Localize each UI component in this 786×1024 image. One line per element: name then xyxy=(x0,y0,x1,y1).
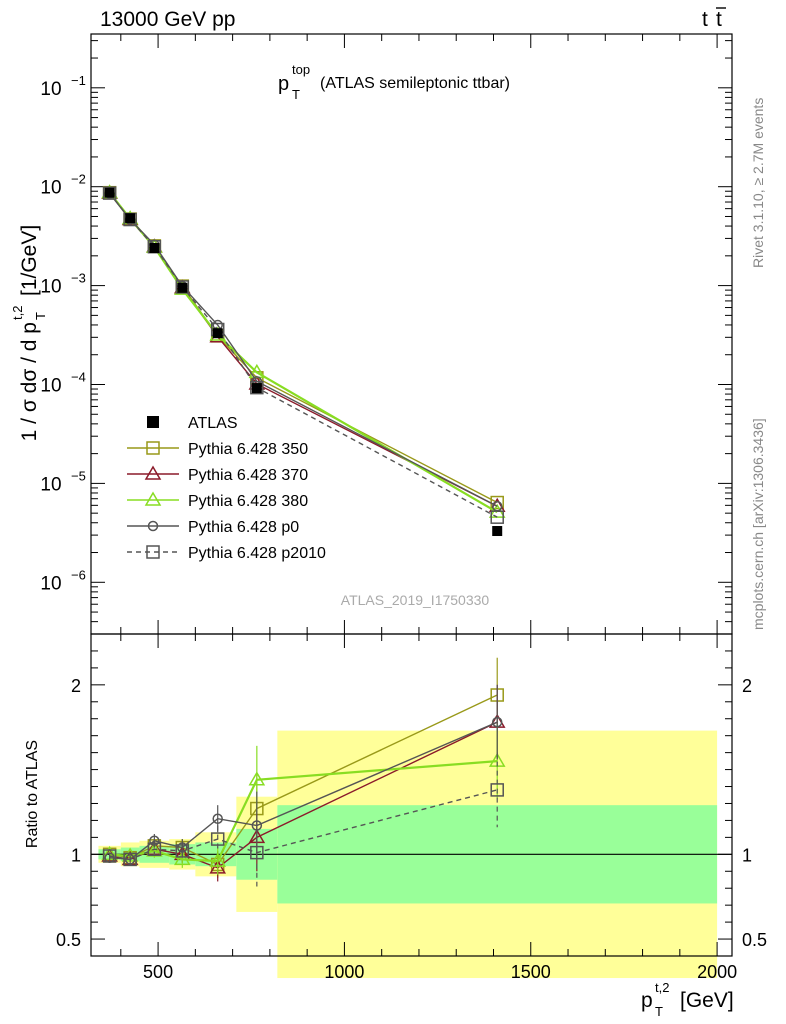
series-p2010-ratio xyxy=(102,752,504,887)
xlabel-unit: [GeV] xyxy=(680,989,734,1012)
xlabel-p: p xyxy=(641,989,653,1012)
data-point xyxy=(104,187,115,198)
ylabel-sub: T xyxy=(33,312,48,320)
point-p2010 xyxy=(102,186,117,200)
main-ylabel: 1 / σ dσ / d p t,2 T [1/GeV] xyxy=(10,225,48,442)
legend-marker xyxy=(147,416,159,428)
plot-title: p top T (ATLAS semileptonic ttbar) xyxy=(278,62,510,102)
ratio-point-p2010 xyxy=(102,849,117,863)
legend-label: Pythia 6.428 p2010 xyxy=(188,545,326,562)
title-p: p xyxy=(278,73,289,95)
data-point xyxy=(251,383,262,394)
atlas-data xyxy=(104,187,503,537)
main-ytick-label: 10 xyxy=(40,375,61,396)
legend: ATLAS Pythia 6.428 350 Pythia 6.428 370 Pyt… xyxy=(127,415,326,562)
point-p2010 xyxy=(175,280,190,294)
main-ytick-exponent: −1 xyxy=(71,73,86,88)
data-point xyxy=(492,526,503,537)
ratio-point-p2010 xyxy=(147,842,162,856)
ratio-ytick-label-right: 1 xyxy=(742,845,752,865)
main-ytick-exponent: −2 xyxy=(71,172,86,187)
main-ytick-label: 10 xyxy=(40,178,61,199)
ratio-point-p2010 xyxy=(175,844,190,858)
ratio-point-p380 xyxy=(248,771,266,786)
title-sup: top xyxy=(292,62,310,77)
ratio-ytick-label-left: 1 xyxy=(71,845,81,865)
process-label: t t xyxy=(702,7,726,31)
energy-label: 13000 GeV pp xyxy=(100,8,235,31)
data-point xyxy=(125,213,136,224)
legend-label: Pythia 6.428 p0 xyxy=(188,519,299,536)
data-point xyxy=(212,328,223,339)
ylabel-sup: t,2 xyxy=(10,306,25,320)
ratio-ytick-label-right: 2 xyxy=(742,676,752,696)
process-label-tbar: t xyxy=(716,8,722,31)
main-ytick-label: 10 xyxy=(40,79,61,100)
legend-marker xyxy=(144,465,162,480)
analysis-watermark: ATLAS_2019_I1750330 xyxy=(341,592,490,608)
main-ytick-exponent: −3 xyxy=(71,271,86,286)
legend-label: Pythia 6.428 370 xyxy=(188,467,308,484)
title-sub: T xyxy=(292,87,300,102)
data-point xyxy=(149,242,160,253)
xlabel-sub: T xyxy=(655,1004,663,1019)
ratio-point-p2010 xyxy=(210,832,225,846)
main-ytick-label: 10 xyxy=(40,277,61,298)
ratio-point-p380 xyxy=(209,852,227,867)
main-ytick-label: 10 xyxy=(40,474,61,495)
series-line-p0 xyxy=(109,193,498,507)
series-line-p380 xyxy=(108,192,498,514)
legend-label: Pythia 6.428 350 xyxy=(188,441,308,458)
main-ytick-label: 10 xyxy=(40,573,61,594)
data-point xyxy=(177,282,188,293)
main-ytick-exponent: −4 xyxy=(71,369,86,384)
xlabel-sup: t,2 xyxy=(655,980,669,995)
ratio-ytick-label-right: 0.5 xyxy=(742,930,767,950)
legend-marker xyxy=(147,520,159,532)
ratio-frame xyxy=(90,633,733,957)
process-label-t: t xyxy=(702,8,708,31)
legend-label: Pythia 6.428 380 xyxy=(188,493,308,510)
ratio-point-p0 xyxy=(124,854,136,865)
point-p2010 xyxy=(490,510,504,524)
title-rest: (ATLAS semileptonic ttbar) xyxy=(320,75,510,92)
ylabel-prefix: 1 / σ dσ / d p xyxy=(18,322,41,441)
ratio-point-p2010 xyxy=(250,845,264,860)
x-tick-label: 1500 xyxy=(511,962,551,982)
rivet-label: Rivet 3.1.10, ≥ 2.7M events xyxy=(750,98,766,268)
ratio-ytick-label-left: 2 xyxy=(71,676,81,696)
x-tick-label: 2000 xyxy=(697,962,737,982)
ratio-point-p380 xyxy=(173,850,191,866)
point-p2010 xyxy=(250,380,264,395)
legend-marker xyxy=(144,491,162,506)
legend-label: ATLAS xyxy=(188,415,238,432)
ratio-point-p2010 xyxy=(123,852,137,867)
ratio-ytick-label-left: 0.5 xyxy=(56,930,81,950)
ratio-point-p2010 xyxy=(490,783,504,797)
ratio-point-p0 xyxy=(212,813,223,824)
x-axis-label: p t,2 T [GeV] xyxy=(641,980,734,1019)
series-p350-main xyxy=(102,185,504,510)
x-tick-label: 1000 xyxy=(324,962,364,982)
ylabel-unit: [1/GeV] xyxy=(18,225,41,296)
main-ytick-exponent: −5 xyxy=(71,468,86,483)
legend-marker xyxy=(146,441,160,455)
ratio-point-p0 xyxy=(491,716,503,728)
ratio-ylabel: Ratio to ATLAS xyxy=(24,740,41,848)
main-panel: 10 −6 10 −5 10 −4 10 −3 10 −2 10 −1 xyxy=(40,33,733,635)
x-tick-label: 500 xyxy=(143,962,173,982)
series-p370-main xyxy=(101,184,506,512)
mcplots-label: mcplots.cern.ch [arXiv:1306.3436] xyxy=(750,418,766,630)
main-ytick-exponent: −6 xyxy=(71,567,86,582)
series-line-p370 xyxy=(109,192,498,507)
main-frame xyxy=(90,33,733,635)
series-p0-main xyxy=(104,188,503,512)
legend-marker xyxy=(146,545,160,559)
